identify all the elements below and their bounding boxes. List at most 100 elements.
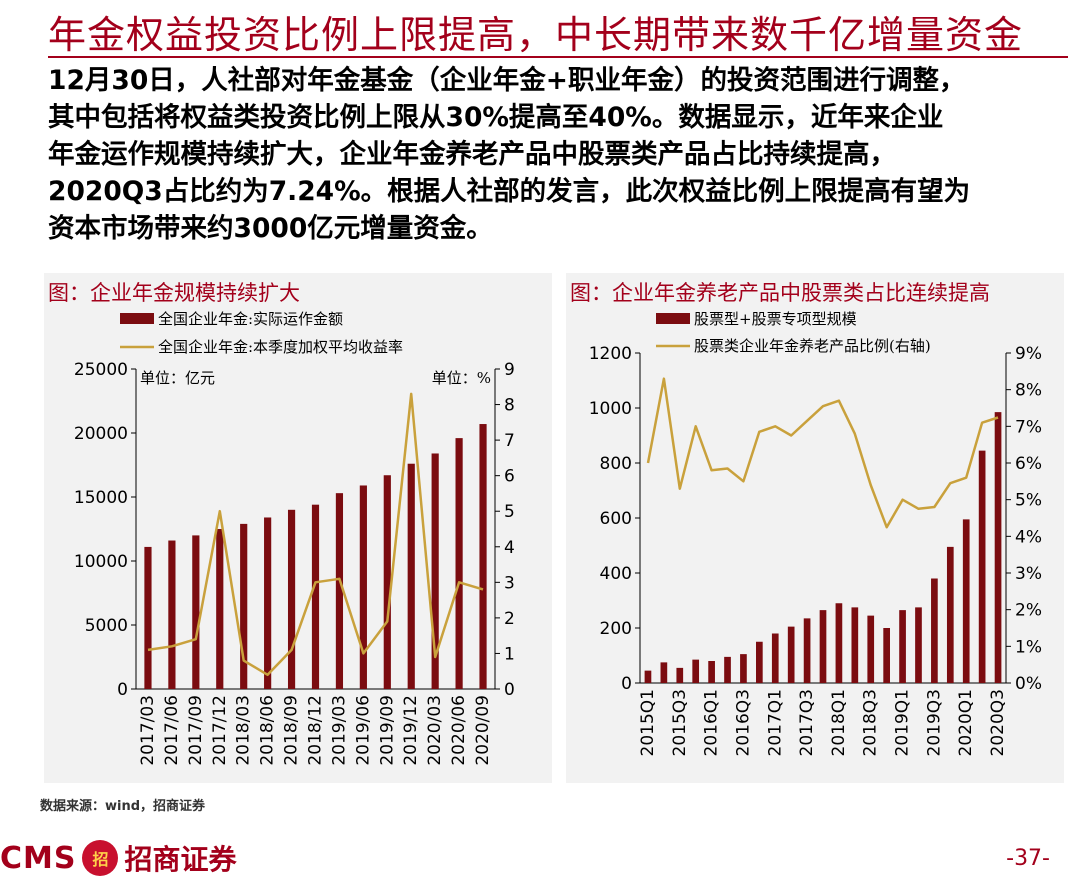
summary-line-3: 年金运作规模持续扩大，企业年金养老产品中股票类产品占比持续提高， bbox=[48, 139, 896, 170]
bar bbox=[740, 654, 747, 683]
left-axis-tick-label: 200 bbox=[600, 619, 632, 639]
bar bbox=[240, 523, 248, 689]
x-axis-tick-label: 2015Q1 bbox=[638, 689, 658, 756]
legend-bar-label: 股票型+股票专项型规模 bbox=[694, 310, 857, 328]
summary-paragraph: 12月30日，人社部对年金基金（企业年金+职业年金）的投资范围进行调整， 其中包… bbox=[48, 62, 1068, 247]
right-axis-tick-label: 5% bbox=[1015, 491, 1042, 511]
right-axis-tick-label: 9% bbox=[1015, 344, 1042, 364]
chart-title: 图：企业年金规模持续扩大 bbox=[48, 281, 300, 305]
left-axis-tick-label: 15000 bbox=[74, 488, 128, 508]
bar bbox=[479, 424, 487, 689]
right-axis-tick-label: 5 bbox=[504, 502, 515, 522]
bar bbox=[168, 540, 176, 689]
summary-line-5: 资本市场带来约3000亿元增量资金。 bbox=[48, 213, 493, 244]
right-axis-tick-label: 8% bbox=[1015, 381, 1042, 401]
bar bbox=[287, 509, 296, 689]
bar bbox=[771, 633, 779, 683]
x-axis-tick-label: 2020/03 bbox=[425, 695, 445, 766]
left-axis-unit: 单位：亿元 bbox=[140, 369, 215, 387]
x-axis-tick-label: 2015Q3 bbox=[670, 689, 690, 756]
right-axis-tick-label: 1 bbox=[504, 644, 515, 664]
right-axis-tick-label: 9 bbox=[504, 360, 515, 380]
left-axis-tick-label: 10000 bbox=[74, 552, 128, 572]
summary-line-4: 2020Q3占比约为7.24%。根据人社部的发言，此次权益比例上限提高有望为 bbox=[48, 176, 971, 207]
data-source: 数据来源：wind，招商证券 bbox=[40, 799, 206, 814]
x-axis-tick-label: 2017Q1 bbox=[765, 689, 785, 756]
right-axis-tick-label: 0% bbox=[1015, 674, 1042, 694]
bar bbox=[192, 535, 200, 689]
left-axis-tick-label: 600 bbox=[600, 509, 632, 529]
left-axis-tick-label: 800 bbox=[600, 454, 632, 474]
x-axis-tick-label: 2019Q1 bbox=[893, 689, 913, 756]
bar bbox=[216, 529, 224, 689]
left-axis-tick-label: 0 bbox=[621, 674, 632, 694]
legend-bar-swatch bbox=[656, 313, 690, 324]
x-axis-tick-label: 2016Q3 bbox=[733, 689, 753, 756]
summary-line-1: 12月30日，人社部对年金基金（企业年金+职业年金）的投资范围进行调整， bbox=[48, 65, 966, 96]
legend-line-label: 全国企业年金:本季度加权平均收益率 bbox=[158, 338, 403, 356]
right-axis-tick-label: 7 bbox=[504, 431, 515, 451]
bar bbox=[899, 610, 906, 683]
left-axis-tick-label: 0 bbox=[117, 680, 128, 700]
right-axis-tick-label: 4% bbox=[1015, 527, 1042, 547]
x-axis-tick-label: 2018Q1 bbox=[829, 689, 849, 756]
page-title: 年金权益投资比例上限提高，中长期带来数千亿增量资金 bbox=[48, 13, 1024, 57]
right-axis-tick-label: 4 bbox=[504, 538, 515, 558]
chart-title: 图：企业年金养老产品中股票类占比连续提高 bbox=[570, 281, 990, 305]
x-axis-tick-label: 2018Q3 bbox=[861, 689, 881, 756]
legend-bar-label: 全国企业年金:实际运作金额 bbox=[158, 310, 343, 328]
bar bbox=[431, 453, 439, 689]
bar bbox=[455, 438, 463, 689]
x-axis-tick-label: 2017/09 bbox=[186, 695, 206, 766]
legend-line-label: 股票类企业年金养老产品比例(右轴) bbox=[694, 337, 931, 355]
x-axis-tick-label: 2018/03 bbox=[234, 695, 254, 766]
left-axis-tick-label: 1200 bbox=[589, 344, 632, 364]
right-axis-tick-label: 2% bbox=[1015, 601, 1042, 621]
x-axis-tick-label: 2019/12 bbox=[401, 695, 421, 766]
logo-latin: CMS bbox=[0, 840, 77, 876]
bar bbox=[994, 412, 1002, 683]
left-axis-tick-label: 25000 bbox=[74, 360, 128, 380]
right-axis-tick-label: 3% bbox=[1015, 564, 1042, 584]
x-axis-tick-label: 2020/06 bbox=[449, 695, 469, 766]
series-line bbox=[646, 377, 999, 529]
x-axis-tick-label: 2017/06 bbox=[162, 695, 182, 766]
bar bbox=[787, 626, 795, 683]
x-axis-tick-label: 2017/03 bbox=[138, 695, 158, 766]
series-line bbox=[147, 392, 484, 677]
right-axis-tick-label: 3 bbox=[504, 573, 515, 593]
bar bbox=[660, 662, 668, 683]
company-logo: CMS 招 招商证券 bbox=[0, 838, 237, 878]
left-axis-tick-label: 400 bbox=[600, 564, 632, 584]
bar bbox=[676, 667, 684, 683]
bar bbox=[962, 519, 970, 683]
logo-chinese: 招商证券 bbox=[124, 843, 237, 876]
bar bbox=[383, 475, 391, 689]
chart-panel-annuity-scale: 图：企业年金规模持续扩大 全国企业年金:实际运作金额全国企业年金:本季度加权平均… bbox=[44, 273, 552, 783]
logo-badge-icon: 招 bbox=[82, 840, 119, 876]
bar bbox=[867, 615, 875, 683]
left-axis-tick-label: 5000 bbox=[85, 616, 128, 636]
bar bbox=[311, 504, 320, 689]
x-axis-tick-label: 2017Q3 bbox=[797, 689, 817, 756]
x-axis-tick-label: 2019/09 bbox=[377, 695, 397, 766]
bar bbox=[819, 610, 827, 683]
right-axis-tick-label: 6 bbox=[504, 467, 515, 487]
right-axis-tick-label: 6% bbox=[1015, 454, 1042, 474]
bar bbox=[835, 603, 843, 683]
bar bbox=[724, 656, 731, 683]
bar bbox=[978, 450, 986, 683]
bar bbox=[407, 463, 415, 689]
x-axis-tick-label: 2020Q3 bbox=[988, 689, 1008, 756]
bar bbox=[692, 659, 700, 683]
right-axis-unit: 单位：% bbox=[432, 369, 491, 387]
x-axis-tick-label: 2019/03 bbox=[329, 695, 349, 766]
x-axis-tick-label: 2020Q1 bbox=[956, 689, 976, 756]
bar bbox=[756, 641, 763, 683]
right-axis-tick-label: 1% bbox=[1015, 637, 1042, 657]
right-axis-tick-label: 7% bbox=[1015, 417, 1042, 437]
x-axis-tick-label: 2016Q1 bbox=[702, 689, 722, 756]
bar bbox=[851, 607, 859, 683]
